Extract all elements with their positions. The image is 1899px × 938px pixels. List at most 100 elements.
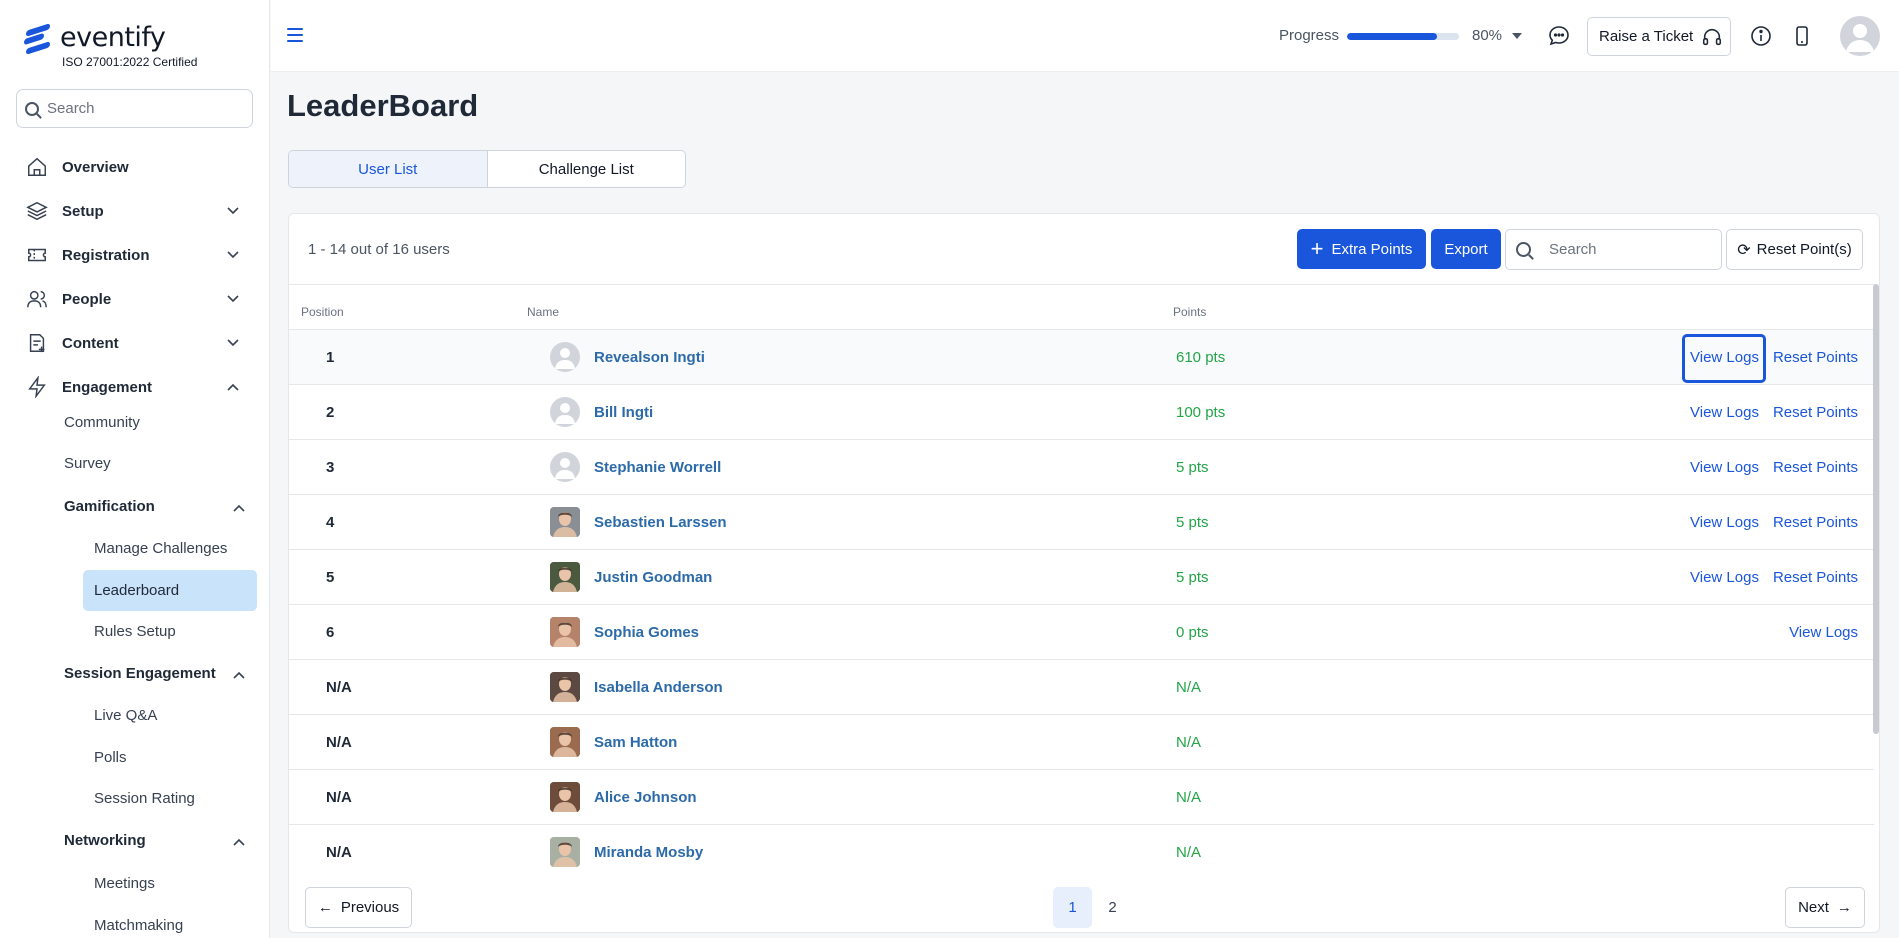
arrow-left-icon: ← [317,899,333,916]
view-logs-link[interactable]: View Logs [1690,569,1759,586]
position-cell: 5 [326,569,335,586]
nav-item-overview[interactable]: Overview [26,152,246,182]
user-name-link[interactable]: Isabella Anderson [594,679,723,696]
chevron-up-icon [233,671,245,679]
previous-page-button[interactable]: ← Previous [305,887,412,928]
nav-label: Content [62,334,119,352]
points-cell: N/A [1176,679,1202,696]
sidebar-search-input[interactable]: Search [16,89,253,128]
tab-user-list[interactable]: User List [289,151,488,187]
mobile-icon[interactable] [1790,24,1814,48]
info-icon[interactable] [1749,24,1773,48]
nav-item-engagement[interactable]: Engagement [26,372,246,402]
sidebar-group-session-engagement[interactable]: Session Engagement [64,665,246,682]
table-row: 6 Sophia Gomes 0 pts View Logs [289,605,1874,660]
chevron-up-icon [233,838,245,846]
view-logs-link[interactable]: View Logs [1690,404,1759,421]
menu-icon[interactable] [287,28,303,42]
export-button[interactable]: Export [1431,229,1501,269]
tab-bar: User List Challenge List [288,150,686,188]
view-logs-link[interactable]: View Logs [1690,514,1759,531]
user-silhouette-icon [555,458,575,479]
sidebar-item-meetings[interactable]: Meetings [94,875,155,892]
next-page-button[interactable]: Next → [1785,887,1865,928]
nav-item-setup[interactable]: Setup [26,196,246,226]
nav-item-content[interactable]: Content [26,328,246,358]
table-row: N/A Sam Hatton N/A [289,715,1874,770]
progress-bar [1347,33,1459,40]
sidebar-group-gamification[interactable]: Gamification [64,498,246,515]
raise-ticket-button[interactable]: Raise a Ticket [1587,17,1731,56]
user-silhouette-icon [555,348,575,369]
user-name-link[interactable]: Sophia Gomes [594,624,700,641]
user-name-link[interactable]: Bill Ingti [594,404,654,421]
points-cell: 5 pts [1176,514,1209,531]
user-name-link[interactable]: Justin Goodman [594,569,713,586]
user-avatar [550,397,580,427]
user-avatar [550,507,580,537]
nav-label: Setup [62,202,104,220]
sidebar-group-networking[interactable]: Networking [64,832,246,849]
chevron-down-icon [227,339,239,347]
points-cell: 610 pts [1176,349,1226,366]
view-logs-link[interactable]: View Logs [1690,459,1759,476]
sidebar-item-manage-challenges[interactable]: Manage Challenges [94,540,228,557]
column-header-position: Position [301,305,344,319]
user-search-input[interactable]: Search [1505,229,1722,270]
sidebar-item-community[interactable]: Community [64,414,140,431]
sidebar-item-live-qa[interactable]: Live Q&A [94,707,158,724]
user-name-link[interactable]: Miranda Mosby [594,844,704,861]
reset-points-link[interactable]: Reset Points [1772,404,1858,421]
position-cell: N/A [326,679,352,696]
user-name-link[interactable]: Revealson Ingti [594,349,705,366]
view-logs-link[interactable]: View Logs [1690,349,1759,366]
users-icon [27,290,47,308]
reset-points-link[interactable]: Reset Points [1772,459,1858,476]
nav-item-people[interactable]: People [26,284,246,314]
leaderboard-rows: 1 Revealson Ingti 610 pts View Logs Reset Po… [289,330,1874,880]
refresh-icon: ⟳ [1737,241,1751,259]
reset-all-points-button[interactable]: ⟳ Reset Point(s) [1726,229,1863,270]
sidebar-item-rules-setup[interactable]: Rules Setup [94,623,176,640]
sidebar-item-survey[interactable]: Survey [64,455,111,472]
caret-down-icon[interactable] [1512,33,1522,39]
chat-icon[interactable] [1547,24,1571,48]
page-2-button[interactable]: 2 [1108,899,1117,916]
nav-label: Engagement [62,378,153,396]
sidebar-item-session-rating[interactable]: Session Rating [94,790,195,807]
user-name-link[interactable]: Stephanie Worrell [594,459,722,476]
user-name-link[interactable]: Sam Hatton [594,734,678,751]
leaderboard-card: 1 - 14 out of 16 users + Extra Points Ex… [288,213,1880,933]
row-actions: View Logs Reset Points [1690,459,1874,476]
user-name-link[interactable]: Sebastien Larssen [594,514,727,531]
reset-points-link[interactable]: Reset Points [1772,349,1858,366]
user-avatar[interactable] [1840,16,1880,56]
sidebar-item-matchmaking[interactable]: Matchmaking [94,917,184,934]
sidebar-item-polls[interactable]: Polls [94,749,127,766]
user-name-link[interactable]: Alice Johnson [594,789,697,806]
profile-photo [550,562,580,592]
points-cell: N/A [1176,789,1202,806]
sidebar-item-leaderboard[interactable]: Leaderboard [83,570,257,611]
user-avatar [550,727,580,757]
page-1-button[interactable]: 1 [1053,887,1092,928]
reset-points-link[interactable]: Reset Points [1772,514,1858,531]
position-cell: 3 [326,459,335,476]
user-count: 1 - 14 out of 16 users [308,241,450,258]
eventify-logo[interactable]: eventify [24,22,166,55]
view-logs-link[interactable]: View Logs [1789,624,1858,641]
arrow-right-icon: → [1836,899,1852,916]
table-scrollbar[interactable] [1873,284,1879,734]
extra-points-button[interactable]: + Extra Points [1297,229,1426,269]
table-row: N/A Miranda Mosby N/A [289,825,1874,880]
points-cell: 100 pts [1176,404,1226,421]
user-search-placeholder: Search [1549,241,1597,258]
position-cell: 2 [326,404,335,421]
tab-challenge-list[interactable]: Challenge List [538,160,634,178]
group-label: Session Engagement [64,665,216,682]
chevron-down-icon [227,207,239,215]
user-avatar [550,342,580,372]
nav-item-registration[interactable]: Registration [26,240,246,270]
search-icon [1516,242,1531,257]
reset-points-link[interactable]: Reset Points [1772,569,1858,586]
